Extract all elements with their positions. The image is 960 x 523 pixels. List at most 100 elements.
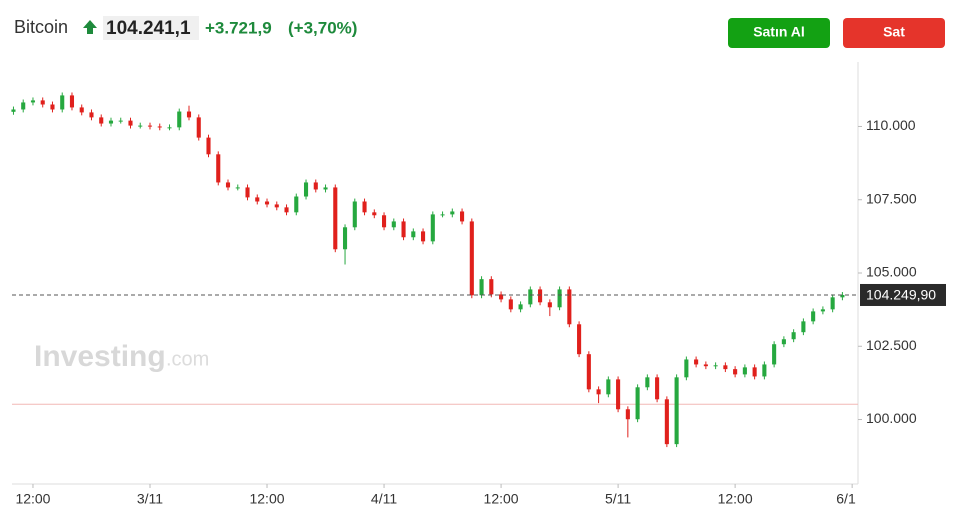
candle-body <box>655 377 660 400</box>
candle-body <box>401 221 406 238</box>
candle-body <box>421 231 426 242</box>
candle-body <box>772 344 777 365</box>
candle-body <box>235 187 240 189</box>
candle-body <box>538 289 543 303</box>
candle-body <box>508 299 513 310</box>
candle-body <box>264 201 270 205</box>
candle-body <box>450 211 455 215</box>
buy-label[interactable]: Satın Al <box>753 24 805 40</box>
candle-body <box>21 102 26 110</box>
change-pct: (+3,70%) <box>288 18 357 37</box>
candle-body <box>118 120 123 122</box>
price: 104.241,1 <box>106 18 191 39</box>
y-tick-label: 107.500 <box>866 190 917 206</box>
candle-body <box>469 221 474 296</box>
candle-body <box>255 197 260 202</box>
candle-body <box>89 112 94 118</box>
current-price-label: 104.249,90 <box>866 287 936 303</box>
candle-body <box>567 289 572 325</box>
candle-body <box>430 214 435 242</box>
candle-body <box>128 120 133 126</box>
candle-body <box>147 125 153 127</box>
candle-body <box>694 359 699 365</box>
x-tick-label: 12:00 <box>15 491 50 507</box>
candle-body <box>411 231 416 238</box>
candle-body <box>801 321 806 333</box>
sell-button-bg[interactable] <box>843 18 945 48</box>
candle-body <box>108 120 114 124</box>
candle-body <box>820 309 825 312</box>
candle-body <box>391 221 396 228</box>
candle-body <box>557 289 562 308</box>
candle-body <box>684 359 689 378</box>
candle-body <box>742 367 747 375</box>
candle-body <box>352 201 357 228</box>
candle-body <box>733 369 738 375</box>
candle-body <box>762 364 767 377</box>
candle-body <box>840 294 845 298</box>
candle-body <box>245 187 250 198</box>
y-tick-label: 100.000 <box>866 410 917 426</box>
buy-button-bg[interactable] <box>728 18 830 48</box>
change: +3.721,9 <box>205 18 272 37</box>
candle-body <box>528 289 533 305</box>
candle-body <box>167 127 172 129</box>
candle-body <box>723 365 728 370</box>
candle-body <box>157 126 162 128</box>
sell-label[interactable]: Sat <box>883 24 905 40</box>
candle-body <box>313 182 318 190</box>
candle-body <box>138 125 143 127</box>
candle-body <box>596 389 601 395</box>
candle-body <box>489 279 494 295</box>
candle-body <box>577 324 582 355</box>
candle-body <box>196 117 201 138</box>
candle-body <box>830 297 835 310</box>
candle-body <box>40 100 45 105</box>
candle-body <box>323 187 328 190</box>
candle-body <box>225 182 231 188</box>
x-tick-label: 12:00 <box>249 491 284 507</box>
candle-body <box>342 227 348 250</box>
candle-body <box>303 182 309 197</box>
candle-body <box>216 154 221 183</box>
candle-body <box>274 204 279 208</box>
buy-button[interactable]: Satın Al <box>728 18 830 48</box>
candle-body <box>69 95 75 108</box>
candle-body <box>381 215 387 228</box>
candle-body <box>713 365 718 367</box>
candle-body <box>294 196 299 213</box>
candle-body <box>616 379 621 410</box>
candle-body <box>606 379 611 395</box>
x-tick-label: 12:00 <box>718 491 753 507</box>
candle-body <box>625 409 630 420</box>
candle-body <box>206 137 211 155</box>
candle-body <box>440 214 445 216</box>
candle-body <box>460 211 465 222</box>
candle-body <box>372 212 377 216</box>
candle-body <box>703 364 708 367</box>
watermark-suffix: .com <box>166 348 209 370</box>
current-price-tag <box>860 283 946 306</box>
candle-body <box>30 100 36 103</box>
sell-button[interactable]: Sat <box>843 18 945 48</box>
candle-body <box>60 95 65 110</box>
asset-name: Bitcoin <box>14 17 68 37</box>
candle-body <box>791 332 796 340</box>
candle-body <box>781 339 786 345</box>
x-tick-label: 6/1 <box>836 491 856 507</box>
candle-body <box>284 207 289 213</box>
candle-body <box>645 377 650 388</box>
candle-body <box>177 111 182 128</box>
price-bg <box>103 16 199 40</box>
candle-body <box>50 104 55 110</box>
y-tick-label: 105.000 <box>866 264 917 280</box>
candle-body <box>811 311 816 322</box>
candle-body <box>479 279 484 296</box>
watermark-brand: Investing <box>34 340 166 373</box>
candle-body <box>586 354 591 390</box>
candle-body <box>333 187 338 250</box>
candle-body <box>635 387 640 420</box>
candle-body <box>664 399 669 445</box>
